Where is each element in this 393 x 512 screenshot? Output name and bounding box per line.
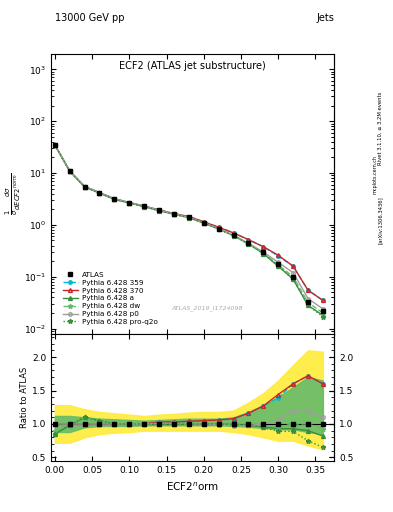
- Text: [arXiv:1306.3436]: [arXiv:1306.3436]: [378, 196, 383, 244]
- X-axis label: ECF2$^{n}$orm: ECF2$^{n}$orm: [166, 480, 219, 493]
- Text: mcplots.cern.ch: mcplots.cern.ch: [373, 155, 378, 194]
- Text: ECF2 (ATLAS jet substructure): ECF2 (ATLAS jet substructure): [119, 61, 266, 71]
- Text: Rivet 3.1.10, ≥ 3.2M events: Rivet 3.1.10, ≥ 3.2M events: [378, 91, 383, 165]
- Text: 13000 GeV pp: 13000 GeV pp: [55, 13, 125, 23]
- Legend: ATLAS, Pythia 6.428 359, Pythia 6.428 370, Pythia 6.428 a, Pythia 6.428 dw, Pyth: ATLAS, Pythia 6.428 359, Pythia 6.428 37…: [61, 270, 160, 327]
- Text: Jets: Jets: [316, 13, 334, 23]
- Y-axis label: $\frac{1}{\sigma}\frac{d\sigma}{dECF2^{norm}}$: $\frac{1}{\sigma}\frac{d\sigma}{dECF2^{n…: [4, 173, 22, 215]
- Y-axis label: Ratio to ATLAS: Ratio to ATLAS: [20, 367, 29, 428]
- Text: ATLAS_2019_I1724098: ATLAS_2019_I1724098: [171, 306, 242, 311]
